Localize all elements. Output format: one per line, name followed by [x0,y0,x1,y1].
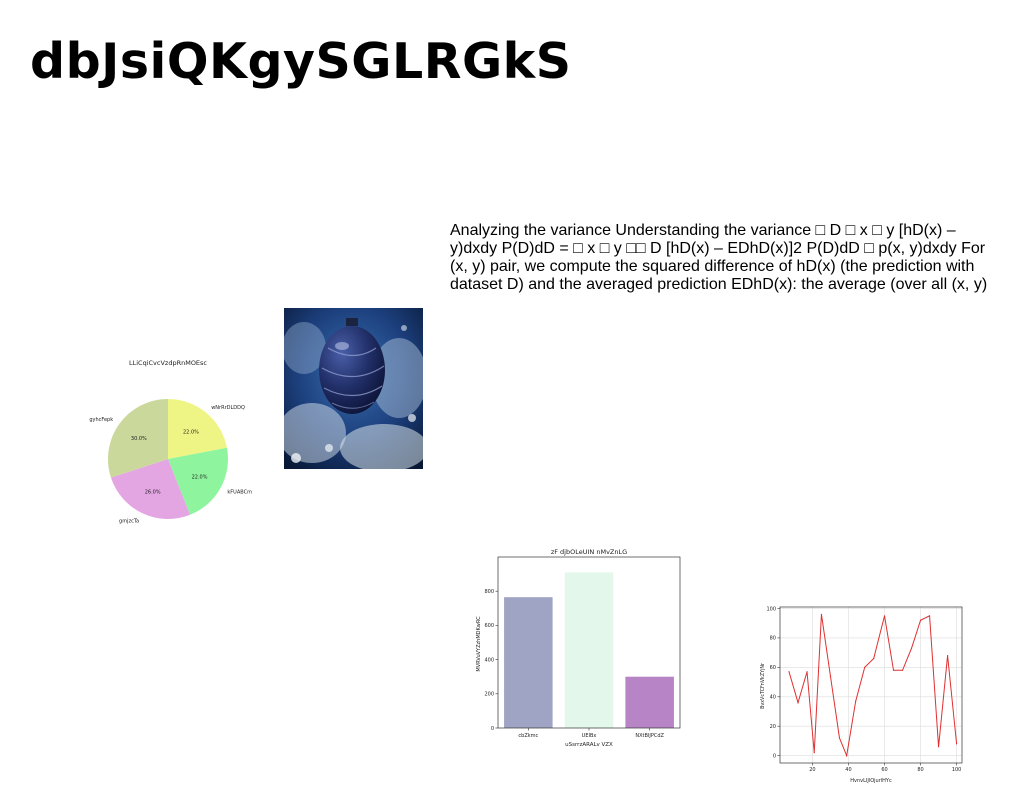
line-x-tick-label: 60 [881,767,887,773]
line-y-tick-label: 80 [770,636,776,642]
line-point [883,615,886,617]
bar-x-tick-label: UEIBx [582,733,597,739]
line-point [919,619,922,621]
bar-y-tick-label: 200 [484,692,494,698]
line-y-tick-label: 20 [770,724,776,730]
line-point [829,675,832,677]
pie-value-label: 26.0% [145,490,161,496]
bar-x-tick-label: NXtBIJPCdZ [635,733,664,739]
bar-chart: zF djbOLeUIN nMvZnLG uSsrrzARALv VZX MVR… [476,548,681,748]
line-chart: HvnvLIJlOjurlHYc BvxVcTCFnVkZYjNr 20 40 60… [760,606,963,784]
line-point [855,700,857,702]
line-y-tick-label: 100 [766,606,776,612]
bar-x-tick-label: cbZkmc [518,733,538,739]
bar-title: zF djbOLeUIN nMvZnLG [551,548,627,556]
slide-title: dbJsiQKgySGLRGkS [30,33,572,90]
line-point [910,647,913,649]
line-x-tick-label: 40 [845,767,851,773]
pie-slice-label: kFUABCm [227,490,252,496]
bar-xlabel: uSsrrzARALv VZX [565,742,613,748]
ornament-photo [284,308,423,469]
line-point [797,702,799,704]
pie-value-label: 22.0% [183,429,199,435]
bar-y-tick-label: 800 [484,589,494,595]
bar-y-tick-label: 400 [484,657,494,663]
pie-slice [168,447,228,515]
pie-slice-label: gmjzcTa [119,518,139,524]
line-point [892,669,895,671]
line-point [864,666,866,668]
line-point [946,654,949,657]
line-point [955,743,958,745]
line-plot-frame [779,606,963,764]
line-y-tick-label: 40 [770,695,776,701]
bar-y-tick-label: 600 [484,623,494,629]
bar-y-tick-label: 0 [491,726,494,732]
pie-slice-label: wNrRrDLDDQ [211,405,245,411]
pie-slice [110,459,191,519]
line-point [846,755,848,757]
line-point [838,737,841,739]
pie-slice-label: gyhcFepk [89,417,113,423]
line-x-tick-label: 20 [809,767,815,773]
line-ylabel: BvxVcTCFnVkZYjNr [760,663,766,709]
line-xlabel: HvnvLIJlOjurlHYc [850,778,892,784]
line-point [873,657,875,660]
line-point [813,752,815,754]
line-point [928,615,931,617]
pie-slice [108,399,168,478]
body-text: Analyzing the variance Understanding the… [450,222,988,293]
line-point [901,669,904,671]
bar [504,597,553,728]
bar [625,676,674,728]
pie-value-label: 22.0% [192,474,208,480]
line-series [788,614,958,758]
line-point [806,671,808,673]
pie-chart: LLiCqiCvcVzdpRnMOEsc 22.0% wNrRrDLDDQ 22.0… [89,359,252,524]
line-point [937,746,940,748]
bar-plot-frame [497,556,681,729]
bar [564,572,614,728]
bar-ylabel: MVRVuVYZzhMDKwRC [476,616,482,672]
line-point [820,613,823,615]
line-point [788,671,790,673]
pie-value-label: 30.0% [131,436,147,442]
pie-slice [168,399,227,459]
line-x-tick-label: 80 [917,767,923,773]
line-x-tick-label: 100 [952,767,962,773]
pie-title: LLiCqiCvcVzdpRnMOEsc [129,359,207,367]
line-y-tick-label: 0 [773,753,776,759]
line-y-tick-label: 60 [770,665,776,671]
